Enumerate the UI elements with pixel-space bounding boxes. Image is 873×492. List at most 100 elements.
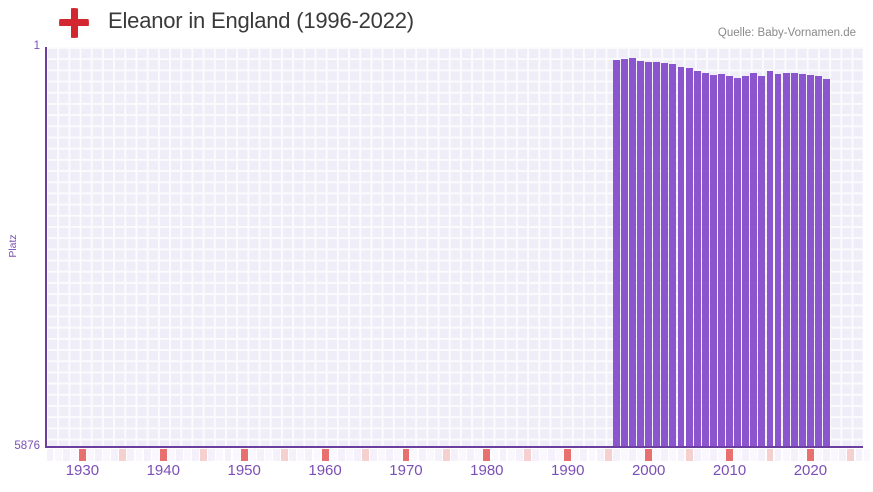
x-axis-tick-label: 2020 [793,462,828,479]
x-axis-tick-minor [604,449,612,461]
x-axis-tick-label: 1990 [551,462,585,479]
x-axis-tick-minor [418,449,426,461]
x-axis-tick-minor [515,449,523,461]
x-axis-tick-minor [831,449,839,461]
x-axis-tick-minor [54,449,62,461]
bar[interactable] [693,71,701,447]
x-axis-tick-minor [467,449,475,461]
x-axis-tick-minor [305,449,313,461]
x-axis-tick-minor [370,449,378,461]
x-axis-tick-minor [135,449,143,461]
x-axis-tick-minor [855,449,863,461]
x-axis-tick-minor [661,449,669,461]
x-axis-tick-minor [281,449,289,461]
x-axis-tick-minor [426,449,434,461]
x-axis-tick-minor [717,449,725,461]
x-axis-line [45,446,863,448]
england-flag-icon [59,8,89,38]
x-axis-tick-minor [184,449,191,461]
x-axis-tick-minor [451,449,458,461]
x-axis-tick-label: 1940 [146,462,180,479]
x-axis-tick-major [402,449,410,461]
x-axis-tick-minor [596,449,604,461]
x-axis-tick-minor [620,449,628,461]
x-axis-labels: 1930 1940 1950 1960 1970 1980 1990 2000 2010 2020 [0,462,873,488]
bar[interactable] [823,78,831,447]
y-axis-bottom-label: 5876 [14,440,40,452]
x-axis-tick-minor [232,449,240,461]
x-axis-tick-minor [669,449,677,461]
bar[interactable] [766,71,774,447]
x-axis-tick-minor [410,449,418,461]
bar[interactable] [701,73,709,447]
bar[interactable] [734,78,742,447]
bar[interactable] [637,61,644,447]
bar[interactable] [798,73,806,447]
bar[interactable] [612,60,620,447]
x-axis-tick-minor [297,449,305,461]
x-axis-tick-minor [46,449,54,461]
x-axis-tick-major [726,449,733,461]
x-axis-tick-label: 1960 [308,462,342,479]
x-axis-tick-minor [750,449,758,461]
x-axis-tick-minor [548,449,555,461]
bar[interactable] [790,73,798,447]
x-axis-tick-minor [345,449,353,461]
x-axis-tick-minor [95,449,102,461]
x-axis-tick-minor [701,449,709,461]
bar[interactable] [726,76,733,447]
x-axis-tick-major [483,449,491,461]
x-axis-tick-minor [815,449,822,461]
x-axis-tick-minor [588,449,596,461]
x-axis-tick-minor [87,449,94,461]
x-axis-tick-minor [273,449,280,461]
x-axis-tick-minor [475,449,483,461]
bar[interactable] [677,67,685,447]
bar[interactable] [806,74,814,447]
bar[interactable] [758,76,766,447]
bar[interactable] [750,73,758,447]
bar[interactable] [742,76,750,447]
x-axis-tick-minor [176,449,183,461]
bar[interactable] [782,73,790,447]
bar[interactable] [620,58,628,447]
x-axis-tick-minor [758,449,766,461]
x-axis-tick-minor [378,449,386,461]
x-axis-tick-label: 1970 [389,462,423,479]
bar[interactable] [685,67,693,447]
chart-title: Eleanor in England (1996-2022) [108,8,414,33]
bar[interactable] [815,76,822,447]
plot-area [46,47,863,447]
x-axis-tick-minor [734,449,742,461]
bar[interactable] [653,61,661,447]
x-axis-tick-minor [580,449,588,461]
bar-series [46,47,863,447]
x-axis-tick-minor [612,449,620,461]
x-axis-tick-major [240,449,248,461]
bar[interactable] [709,74,717,447]
x-axis-tick-minor [863,449,871,461]
x-axis-tick-minor [216,449,224,461]
bar[interactable] [661,63,669,447]
x-axis-tick-minor [289,449,297,461]
x-axis-tick-minor [847,449,855,461]
x-axis-tick-minor [459,449,467,461]
x-axis-tick-minor [709,449,717,461]
bar[interactable] [629,58,636,447]
x-axis-tick-minor [143,449,151,461]
bar[interactable] [645,62,653,447]
x-axis-tick-minor [839,449,847,461]
x-axis-tick-minor [111,449,119,461]
x-axis-tick-minor [337,449,345,461]
bar[interactable] [717,74,725,447]
bar[interactable] [774,73,782,447]
x-axis-tick-label: 2010 [712,462,747,479]
x-axis-tick-minor [693,449,701,461]
x-axis-tick-minor [151,449,159,461]
bar[interactable] [669,64,677,447]
x-axis-tick-minor [531,449,539,461]
x-axis-tick-minor [224,449,232,461]
x-axis-tick-minor [491,449,499,461]
x-axis-tick-minor [556,449,564,461]
x-axis-tick-label: 1950 [227,462,261,479]
